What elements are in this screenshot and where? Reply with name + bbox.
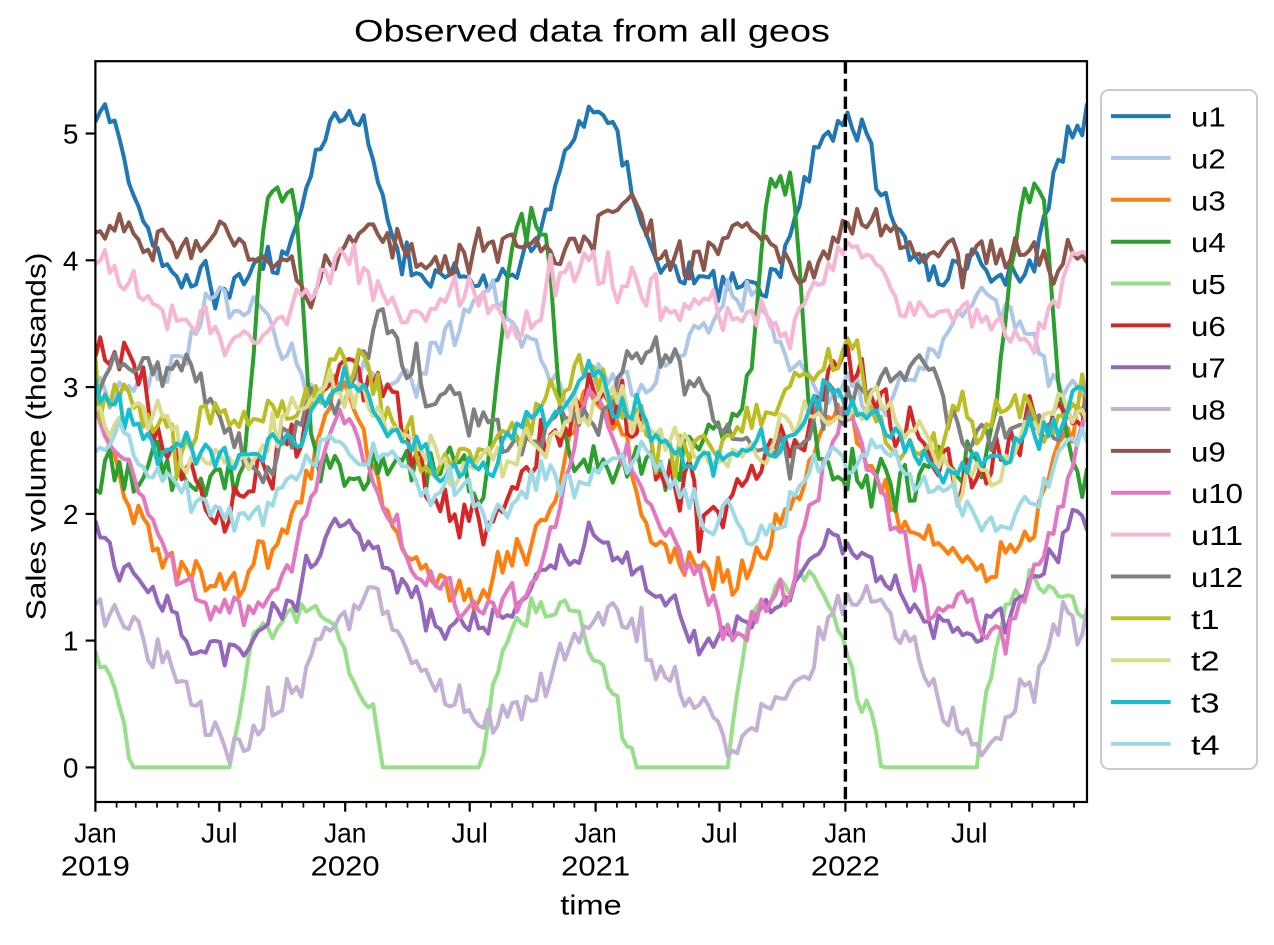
svg-text:u7: u7: [1191, 353, 1226, 384]
svg-text:Observed data from all geos: Observed data from all geos: [354, 12, 830, 48]
svg-text:2022: 2022: [811, 851, 880, 882]
svg-text:u3: u3: [1191, 185, 1226, 216]
svg-text:u8: u8: [1191, 395, 1226, 426]
svg-text:Jan: Jan: [824, 818, 867, 849]
svg-text:Jul: Jul: [451, 818, 488, 849]
svg-text:Jul: Jul: [951, 818, 988, 849]
svg-text:Jan: Jan: [74, 818, 117, 849]
svg-text:t2: t2: [1191, 646, 1220, 677]
svg-text:t4: t4: [1191, 729, 1220, 760]
svg-text:u9: u9: [1191, 436, 1226, 467]
svg-text:Jul: Jul: [201, 818, 238, 849]
svg-text:1: 1: [63, 626, 79, 657]
svg-text:u2: u2: [1191, 143, 1226, 174]
svg-text:Jan: Jan: [324, 818, 367, 849]
svg-text:3: 3: [63, 372, 79, 403]
svg-text:2020: 2020: [311, 851, 380, 882]
svg-text:u4: u4: [1191, 227, 1226, 258]
svg-text:Sales volume (thousands): Sales volume (thousands): [21, 253, 52, 621]
svg-text:u12: u12: [1191, 562, 1243, 593]
svg-text:u11: u11: [1191, 520, 1243, 551]
svg-text:u6: u6: [1191, 311, 1226, 342]
svg-text:2019: 2019: [61, 851, 130, 882]
svg-text:time: time: [560, 890, 622, 921]
svg-text:Jan: Jan: [574, 818, 617, 849]
svg-text:2: 2: [63, 499, 79, 530]
svg-text:0: 0: [63, 752, 79, 783]
svg-text:u5: u5: [1191, 269, 1226, 300]
svg-text:u1: u1: [1191, 102, 1226, 133]
svg-text:t3: t3: [1191, 688, 1220, 719]
svg-text:Jul: Jul: [701, 818, 738, 849]
svg-text:4: 4: [63, 245, 79, 276]
svg-text:2021: 2021: [561, 851, 630, 882]
svg-text:t1: t1: [1191, 604, 1220, 635]
svg-text:u10: u10: [1191, 478, 1243, 509]
svg-text:5: 5: [63, 119, 79, 150]
